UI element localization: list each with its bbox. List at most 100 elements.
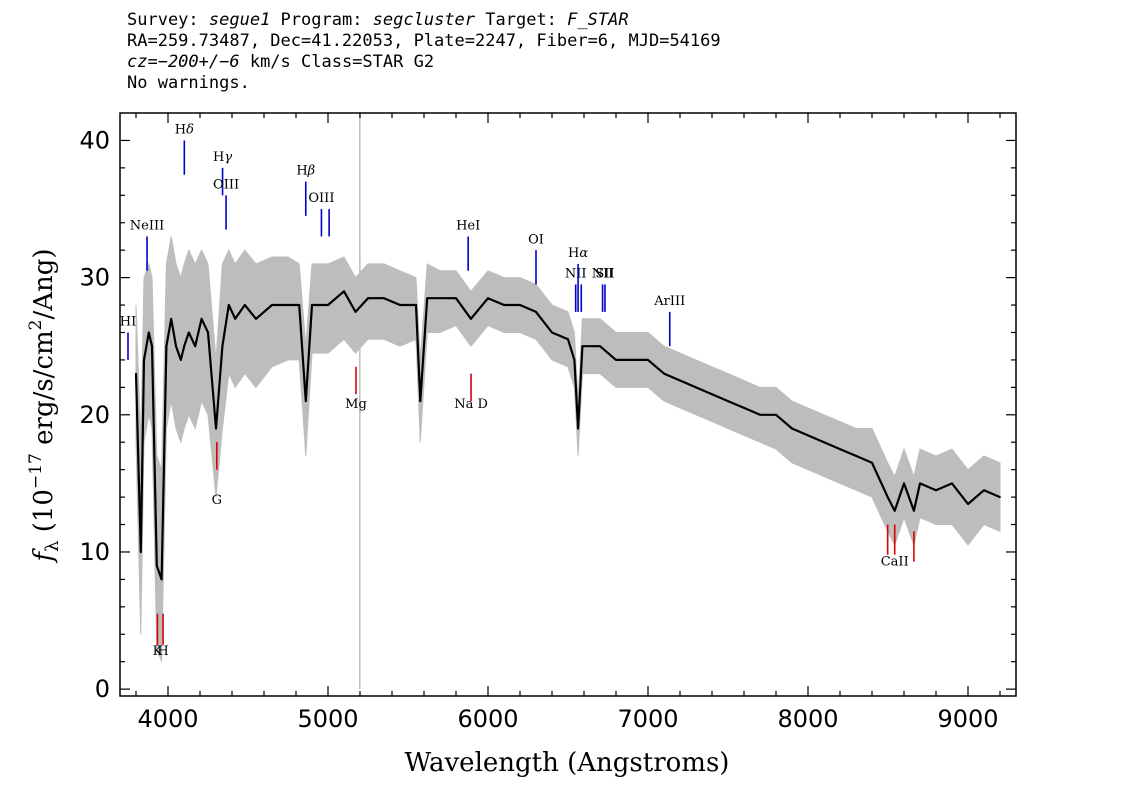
emission-label: HI [120,315,136,330]
header-line-warnings: No warnings. [127,73,250,93]
flux-point [243,304,246,306]
y-label-post: /Ang) [29,248,59,319]
flux-point [935,489,937,492]
flux-point [155,564,158,567]
flux-point [383,297,385,300]
y-tick-label: 0 [95,675,110,703]
flux-point [893,509,896,512]
flux-point [855,455,857,457]
plot-axes [119,112,1017,697]
emission-label: OIII [213,177,239,192]
flux-point [999,496,1001,498]
noise-band [135,236,1001,662]
flux-point [215,427,217,430]
flux-point [615,359,617,361]
flux-point [143,359,145,361]
flux-point [175,345,177,348]
flux-point [227,304,230,306]
flux-point [271,304,273,306]
survey-label: Survey: [127,10,209,30]
flux-point [287,304,289,306]
emission-label: OI [528,232,544,247]
flux-point [913,509,915,512]
flux-point [399,304,401,306]
flux-point [343,290,345,293]
flux-point [577,427,579,430]
flux-point [234,317,237,320]
program-value: segcluster [372,10,476,30]
error-band [135,236,1001,662]
x-axis-label: Wavelength (Angstroms) [405,748,730,778]
flux-point [919,482,921,485]
flux-point [354,311,357,313]
flux-point [631,359,633,361]
flux-point [743,407,745,409]
flux-point [487,297,489,300]
emission-label: NeIII [130,219,164,234]
flux-point [951,482,953,485]
plot-frame [119,112,1017,697]
absorption-label: Mg [345,397,367,412]
target-label: Target: [475,10,568,30]
survey-value: segue1 [208,10,271,30]
flux-point [183,345,186,348]
flux-point [170,317,173,320]
x-tick-label: 7000 [617,705,678,733]
absorption-label: G [212,493,222,508]
flux-point [599,345,601,348]
y-label-sub: λ [42,541,63,552]
emission-label: ArIII [653,294,685,309]
axis-ticks: 4000 5000 6000 7000 8000 9000 0 10 20 30 40 [79,113,1016,733]
emission-label: Hγ [213,150,232,165]
flux-point [221,345,224,348]
flux-point [439,297,441,300]
header-line-survey: Survey: segue1 Program: segcluster Targe… [127,10,721,31]
flux-point [367,297,369,300]
flux-point [647,359,649,361]
program-label: Program: [270,10,373,30]
flux-point [727,400,729,402]
emission-label: Hβ [296,164,315,179]
flux-point [165,345,168,348]
flux-point [871,461,873,464]
header-line-redshift: cz=−200+/−6 km/s Class=STAR G2 [127,52,721,73]
y-label-pre: (10 [29,489,59,541]
flux-point [903,482,905,485]
flux-point [807,434,809,437]
flux-point [967,503,969,505]
flux-point [983,489,985,492]
flux-point [663,372,665,375]
flux-point [179,359,182,361]
x-tick-label: 6000 [457,705,518,733]
flux-point [839,448,841,450]
flux-point [573,359,576,361]
y-label-mid: erg/s/cm [29,330,59,453]
emission-label: OIII [308,191,334,206]
flux-point [567,338,569,341]
flux-point [886,496,889,498]
y-axis-label: fλ (10−17 erg/s/cm2/Ang) [26,248,63,563]
flux-point [679,379,681,382]
flux-point [791,427,793,430]
flux-point [419,400,422,402]
emission-label: Hα [568,246,588,261]
flux-point [551,331,553,334]
emission-label: NII [592,267,614,282]
redshift-class: km/s Class=STAR G2 [239,52,435,72]
flux-point [304,400,307,402]
x-tick-label: 9000 [937,705,998,733]
flux-point [535,311,537,313]
y-tick-label: 10 [79,538,110,566]
flux-point [503,304,505,306]
flux-point [426,297,429,300]
flux-line-0 [134,290,1001,581]
y-label-exp: −17 [26,453,46,489]
flux-point [187,331,190,334]
flux-point [147,331,150,334]
absorption-label: Na D [454,397,488,412]
flux-point [775,413,777,416]
flux-point [470,317,472,320]
x-tick-label: 8000 [777,705,838,733]
redshift-value: cz=−200+/−6 [127,52,240,72]
